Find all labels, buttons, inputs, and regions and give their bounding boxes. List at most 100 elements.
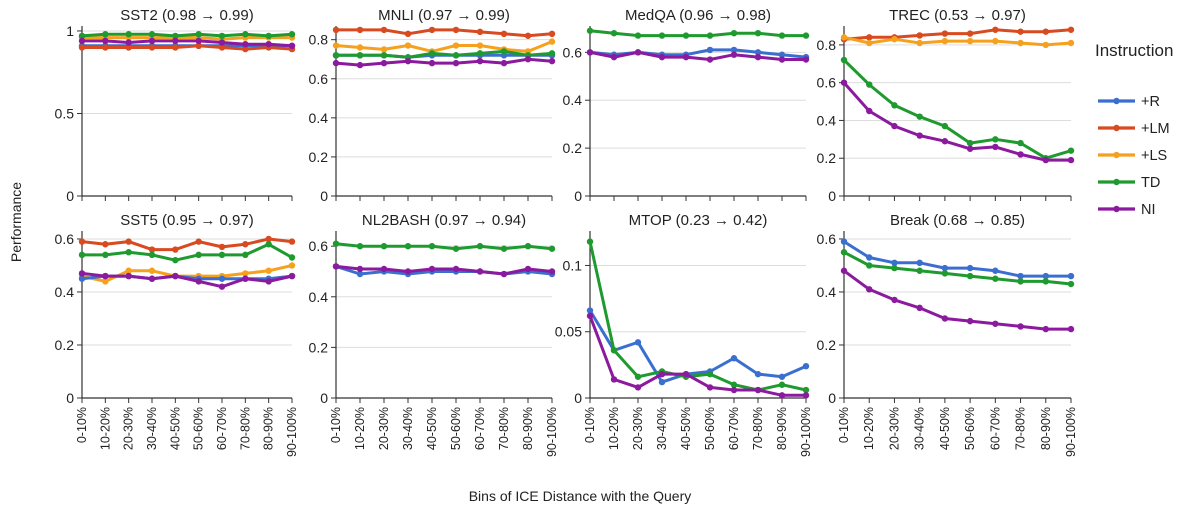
- data-point: [265, 40, 272, 48]
- data-point: [428, 59, 436, 67]
- data-point: [476, 57, 484, 65]
- data-point: [634, 32, 642, 39]
- series-line: [82, 36, 292, 41]
- data-point: [195, 238, 202, 245]
- data-point: [288, 31, 296, 38]
- data-point: [1067, 272, 1075, 280]
- data-point: [404, 242, 412, 250]
- legend-item: NI: [1098, 202, 1156, 218]
- data-point: [706, 384, 714, 391]
- data-point: [706, 370, 714, 378]
- series-line: [82, 39, 293, 48]
- data-point: [195, 42, 202, 50]
- series-line: [842, 81, 1071, 162]
- data-point: [125, 267, 132, 274]
- data-point: [891, 264, 898, 272]
- data-point: [658, 53, 666, 61]
- data-point: [288, 262, 296, 269]
- data-point: [125, 249, 132, 256]
- data-point: [452, 59, 460, 67]
- series-ni: [840, 79, 1075, 164]
- data-point: [288, 42, 296, 50]
- series-ni: [332, 263, 556, 278]
- series-td: [840, 249, 1075, 288]
- series-line: [82, 242, 293, 262]
- data-point: [610, 53, 618, 61]
- series-r: [840, 238, 1075, 280]
- data-point: [941, 122, 949, 130]
- data-point: [428, 242, 436, 250]
- data-point: [242, 45, 249, 53]
- data-point: [524, 56, 532, 63]
- y-tick-label: 0.5: [55, 105, 75, 121]
- data-point: [524, 32, 532, 39]
- data-point: [428, 265, 436, 273]
- data-point: [802, 32, 810, 39]
- data-point: [195, 278, 202, 285]
- data-point: [102, 241, 109, 248]
- data-point: [476, 242, 484, 250]
- data-point: [866, 107, 873, 115]
- data-point: [172, 272, 179, 280]
- x-tick-label: 40-50%: [938, 407, 952, 450]
- series-line: [589, 29, 806, 38]
- data-point: [891, 36, 898, 43]
- series-line: [335, 57, 553, 67]
- data-point: [966, 30, 974, 37]
- legend: Instruction +R +LM +LS TD NI: [1095, 41, 1173, 218]
- data-point: [332, 263, 340, 270]
- data-point: [148, 31, 156, 38]
- series-td: [332, 240, 556, 252]
- data-point: [288, 238, 296, 245]
- data-point: [610, 376, 618, 383]
- panel: SST2 (0.98 → 0.99) 0 0.5 1: [55, 7, 296, 204]
- data-point: [380, 59, 388, 67]
- panel: NL2BASH (0.97 → 0.94) 0 0.2 0.4 0.6 0-10% 10-2…: [309, 212, 559, 457]
- y-tick-label: 0.6: [309, 71, 329, 87]
- data-point: [148, 275, 156, 282]
- data-point: [866, 254, 873, 261]
- legend-items: +R +LM +LS TD NI: [1098, 94, 1170, 218]
- data-point: [102, 31, 109, 38]
- data-point: [916, 267, 923, 274]
- data-point: [730, 46, 738, 54]
- data-point: [634, 373, 642, 380]
- panels: SST2 (0.98 → 0.99) 0 0.5 1 MNLI (0.97 → 0.99…: [55, 7, 1078, 457]
- legend-item: TD: [1098, 175, 1160, 191]
- data-point: [916, 304, 923, 312]
- data-point: [265, 241, 272, 248]
- x-tick-label: 30-40%: [401, 407, 415, 450]
- data-point: [102, 251, 109, 259]
- data-point: [1067, 156, 1075, 164]
- series-lm: [840, 26, 1075, 43]
- x-tick-label: 50-60%: [192, 407, 206, 450]
- data-point: [500, 270, 508, 278]
- data-point: [380, 242, 388, 250]
- data-point: [1042, 272, 1049, 280]
- panel: MNLI (0.97 → 0.99) 0 0.2 0.4 0.6 0.8: [309, 7, 556, 204]
- data-point: [992, 26, 999, 33]
- data-point: [1017, 151, 1024, 158]
- data-point: [658, 378, 666, 386]
- panel-title: NL2BASH (0.97 → 0.94): [362, 212, 526, 229]
- legend-item: +R: [1098, 94, 1160, 110]
- series-ni: [78, 270, 296, 290]
- data-point: [682, 53, 690, 61]
- series-lm: [78, 42, 296, 53]
- data-point: [452, 26, 460, 34]
- y-tick-label: 0.05: [555, 324, 582, 340]
- data-point: [78, 275, 86, 282]
- data-point: [404, 42, 412, 49]
- data-point: [730, 355, 738, 362]
- series-ls: [332, 38, 556, 55]
- panel: TREC (0.53 → 0.97) 0 0.2 0.4 0.6 0.8: [817, 7, 1075, 204]
- data-point: [476, 50, 484, 57]
- x-tick-label: 60-70%: [215, 407, 229, 450]
- x-tick-label: 10-20%: [98, 407, 112, 450]
- data-point: [356, 52, 364, 59]
- data-point: [586, 49, 594, 56]
- data-point: [1017, 39, 1024, 47]
- x-tick-label: 20-30%: [377, 407, 391, 450]
- data-point: [428, 26, 436, 34]
- y-tick-label: 0: [574, 390, 582, 406]
